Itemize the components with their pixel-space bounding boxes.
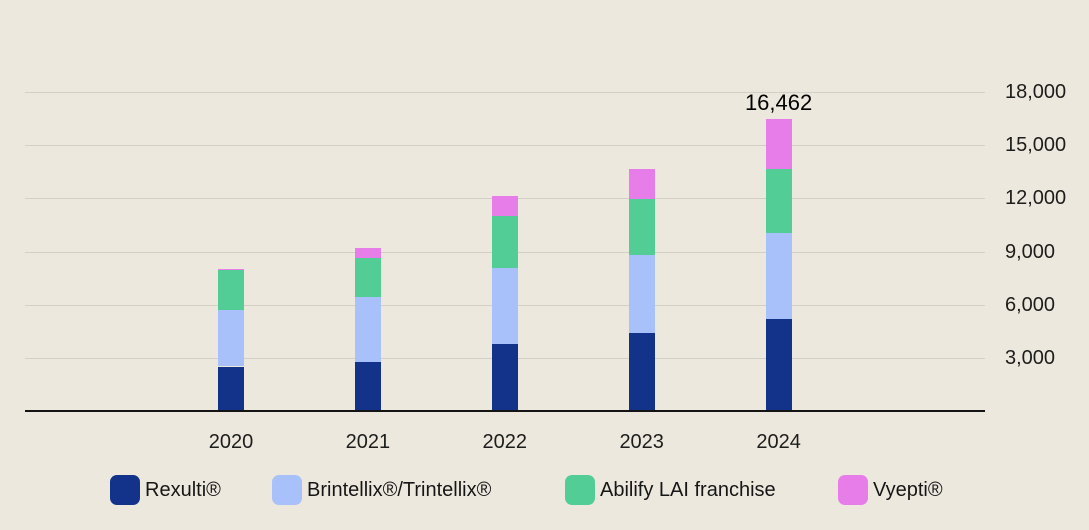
x-axis-label: 2020	[208, 431, 254, 453]
bar-segment-rexulti	[218, 366, 244, 411]
bar-segment-rexulti	[491, 343, 518, 411]
y-axis-tick-label: 3,000	[1005, 346, 1056, 369]
gridline	[25, 92, 985, 93]
legend-swatch-icon	[838, 475, 868, 505]
bar-segment-rexulti	[765, 319, 792, 411]
legend-item: Abilify LAI franchise	[565, 475, 776, 505]
bar-total-annotation: 16,462	[744, 90, 813, 116]
y-axis-tick-label: 15,000	[1005, 134, 1067, 157]
legend-label: Abilify LAI franchise	[600, 479, 776, 501]
bar-segment-abilify-lai-franchise	[765, 169, 792, 234]
y-axis-tick-label: 6,000	[1005, 293, 1056, 316]
bar-segment-brintellix-trintellix	[354, 297, 381, 362]
y-axis-tick-label: 9,000	[1005, 240, 1056, 263]
bar-segment-rexulti	[628, 332, 655, 411]
legend-swatch-icon	[272, 475, 302, 505]
bar-segment-vyepti	[628, 168, 655, 199]
legend-label: Brintellix®/Trintellix®	[307, 479, 492, 501]
x-axis-label: 2024	[756, 431, 801, 453]
legend-swatch-icon	[110, 475, 140, 505]
x-axis-label: 2022	[482, 431, 528, 453]
gridline	[25, 145, 985, 147]
legend-swatch-icon	[565, 475, 595, 505]
bar-segment-rexulti	[354, 361, 381, 411]
bar-segment-brintellix-trintellix	[491, 267, 518, 344]
bar-segment-vyepti	[765, 119, 792, 170]
bar-segment-abilify-lai-franchise	[628, 199, 655, 256]
legend-item: Rexulti®	[110, 475, 221, 505]
bar-segment-vyepti	[354, 248, 381, 258]
x-axis-line	[25, 409, 985, 412]
x-axis-label: 2021	[345, 431, 391, 453]
bar-segment-brintellix-trintellix	[628, 255, 655, 333]
y-axis-tick-label: 12,000	[1005, 187, 1067, 210]
bar-segment-vyepti	[491, 196, 518, 216]
bar-segment-brintellix-trintellix	[765, 233, 792, 320]
legend-item: Brintellix®/Trintellix®	[272, 475, 491, 505]
legend-label: Rexulti®	[145, 479, 221, 501]
bar-segment-abilify-lai-franchise	[218, 270, 244, 311]
y-axis-tick-label: 18,000	[1005, 81, 1067, 103]
legend-label: Vyepti®	[873, 479, 943, 501]
bar-segment-abilify-lai-franchise	[491, 215, 518, 268]
x-axis-label: 2023	[619, 431, 664, 453]
legend-item: Vyepti®	[838, 475, 943, 505]
bar-segment-brintellix-trintellix	[218, 310, 244, 367]
bar-segment-abilify-lai-franchise	[354, 257, 381, 298]
bar-segment-vyepti	[218, 268, 244, 271]
